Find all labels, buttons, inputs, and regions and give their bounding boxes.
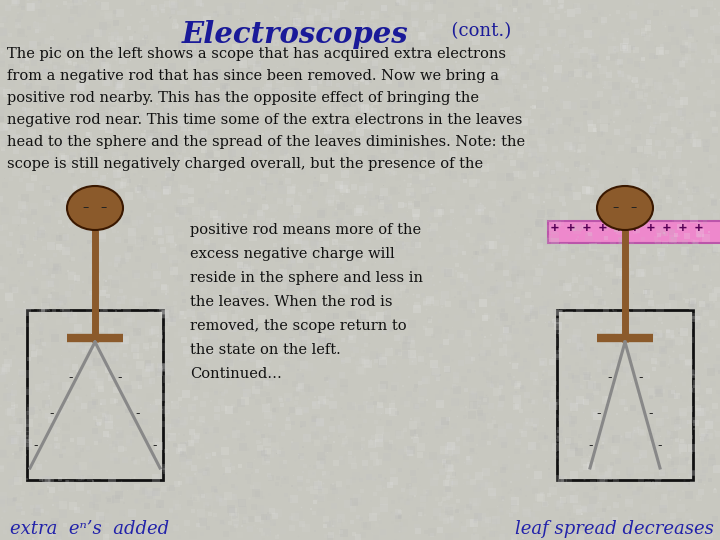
Text: -: - bbox=[117, 371, 122, 384]
Text: –: – bbox=[613, 201, 619, 214]
Text: –: – bbox=[83, 201, 89, 214]
Text: the state on the left.: the state on the left. bbox=[190, 343, 341, 357]
Text: from a negative rod that has since been removed. Now we bring a: from a negative rod that has since been … bbox=[7, 69, 499, 83]
Text: leaf spread decreases: leaf spread decreases bbox=[515, 520, 714, 538]
Ellipse shape bbox=[67, 186, 123, 230]
Text: -: - bbox=[136, 407, 140, 420]
Text: reside in the sphere and less in: reside in the sphere and less in bbox=[190, 271, 423, 285]
Text: -: - bbox=[152, 439, 156, 452]
Text: Continued…: Continued… bbox=[190, 367, 282, 381]
Text: -: - bbox=[607, 371, 611, 384]
Text: positive rod nearby. This has the opposite effect of bringing the: positive rod nearby. This has the opposi… bbox=[7, 91, 479, 105]
Ellipse shape bbox=[597, 186, 653, 230]
Text: -: - bbox=[33, 439, 38, 452]
Text: negative rod near. This time some of the extra electrons in the leaves: negative rod near. This time some of the… bbox=[7, 113, 523, 127]
Text: the leaves. When the rod is: the leaves. When the rod is bbox=[190, 295, 392, 309]
Text: scope is still negatively charged overall, but the presence of the: scope is still negatively charged overal… bbox=[7, 157, 483, 171]
Text: (cont.): (cont.) bbox=[440, 22, 511, 40]
Text: –: – bbox=[631, 201, 637, 214]
Bar bbox=[27, 310, 163, 480]
Text: -: - bbox=[639, 371, 643, 384]
Text: Electroscopes: Electroscopes bbox=[181, 20, 408, 49]
Bar bbox=[557, 310, 693, 480]
Text: -: - bbox=[588, 439, 593, 452]
Bar bbox=[548, 221, 720, 243]
Text: -: - bbox=[649, 407, 653, 420]
Text: + + + + + + + + + +: + + + + + + + + + + bbox=[551, 222, 703, 235]
Text: -: - bbox=[657, 439, 662, 452]
Text: –: – bbox=[101, 201, 107, 214]
Text: extra  eⁿ’s  added: extra eⁿ’s added bbox=[10, 520, 169, 538]
Text: positive rod means more of the: positive rod means more of the bbox=[190, 223, 421, 237]
Text: head to the sphere and the spread of the leaves diminishes. Note: the: head to the sphere and the spread of the… bbox=[7, 135, 525, 149]
Text: The pic on the left shows a scope that has acquired extra electrons: The pic on the left shows a scope that h… bbox=[7, 47, 506, 61]
Text: -: - bbox=[50, 407, 54, 420]
Text: removed, the scope return to: removed, the scope return to bbox=[190, 319, 407, 333]
Text: excess negative charge will: excess negative charge will bbox=[190, 247, 395, 261]
Text: -: - bbox=[597, 407, 601, 420]
Text: -: - bbox=[68, 371, 73, 384]
